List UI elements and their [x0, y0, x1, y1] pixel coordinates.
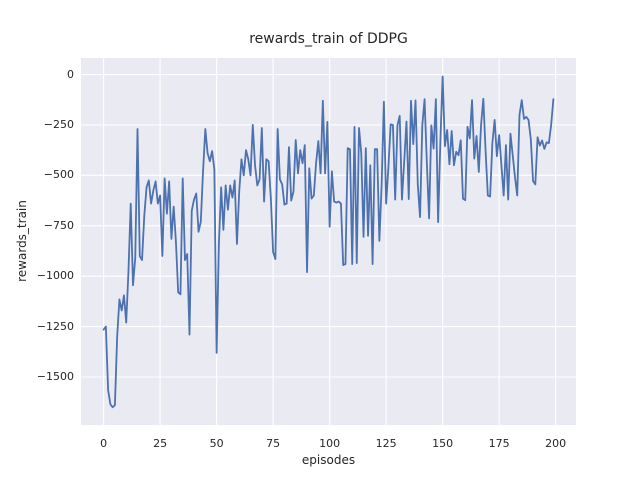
y-tick-label: 0	[67, 67, 74, 81]
y-tick-label: −1250	[36, 319, 74, 333]
x-tick-label: 0	[100, 437, 108, 450]
y-tick-label: −1500	[36, 370, 74, 383]
y-tick-label: −500	[43, 168, 74, 182]
x-tick-label: 175	[488, 437, 510, 450]
y-tick-label: −250	[43, 117, 74, 131]
y-tick-label: −750	[43, 218, 74, 232]
x-tick-label: 150	[432, 437, 454, 450]
plot-area	[81, 58, 576, 425]
x-tick-label: 75	[266, 437, 281, 450]
x-tick-label: 50	[209, 437, 224, 450]
x-tick-label: 25	[153, 437, 168, 450]
y-tick-label: −1000	[36, 269, 74, 283]
x-tick-label: 100	[319, 437, 341, 450]
x-axis-label: episodes	[301, 453, 356, 467]
reward-line	[102, 75, 555, 409]
x-tick-label: 125	[375, 437, 397, 450]
chart-title: rewards_train of DDPG	[249, 31, 408, 47]
line-plot	[81, 58, 576, 425]
x-tick-label: 200	[545, 437, 567, 450]
